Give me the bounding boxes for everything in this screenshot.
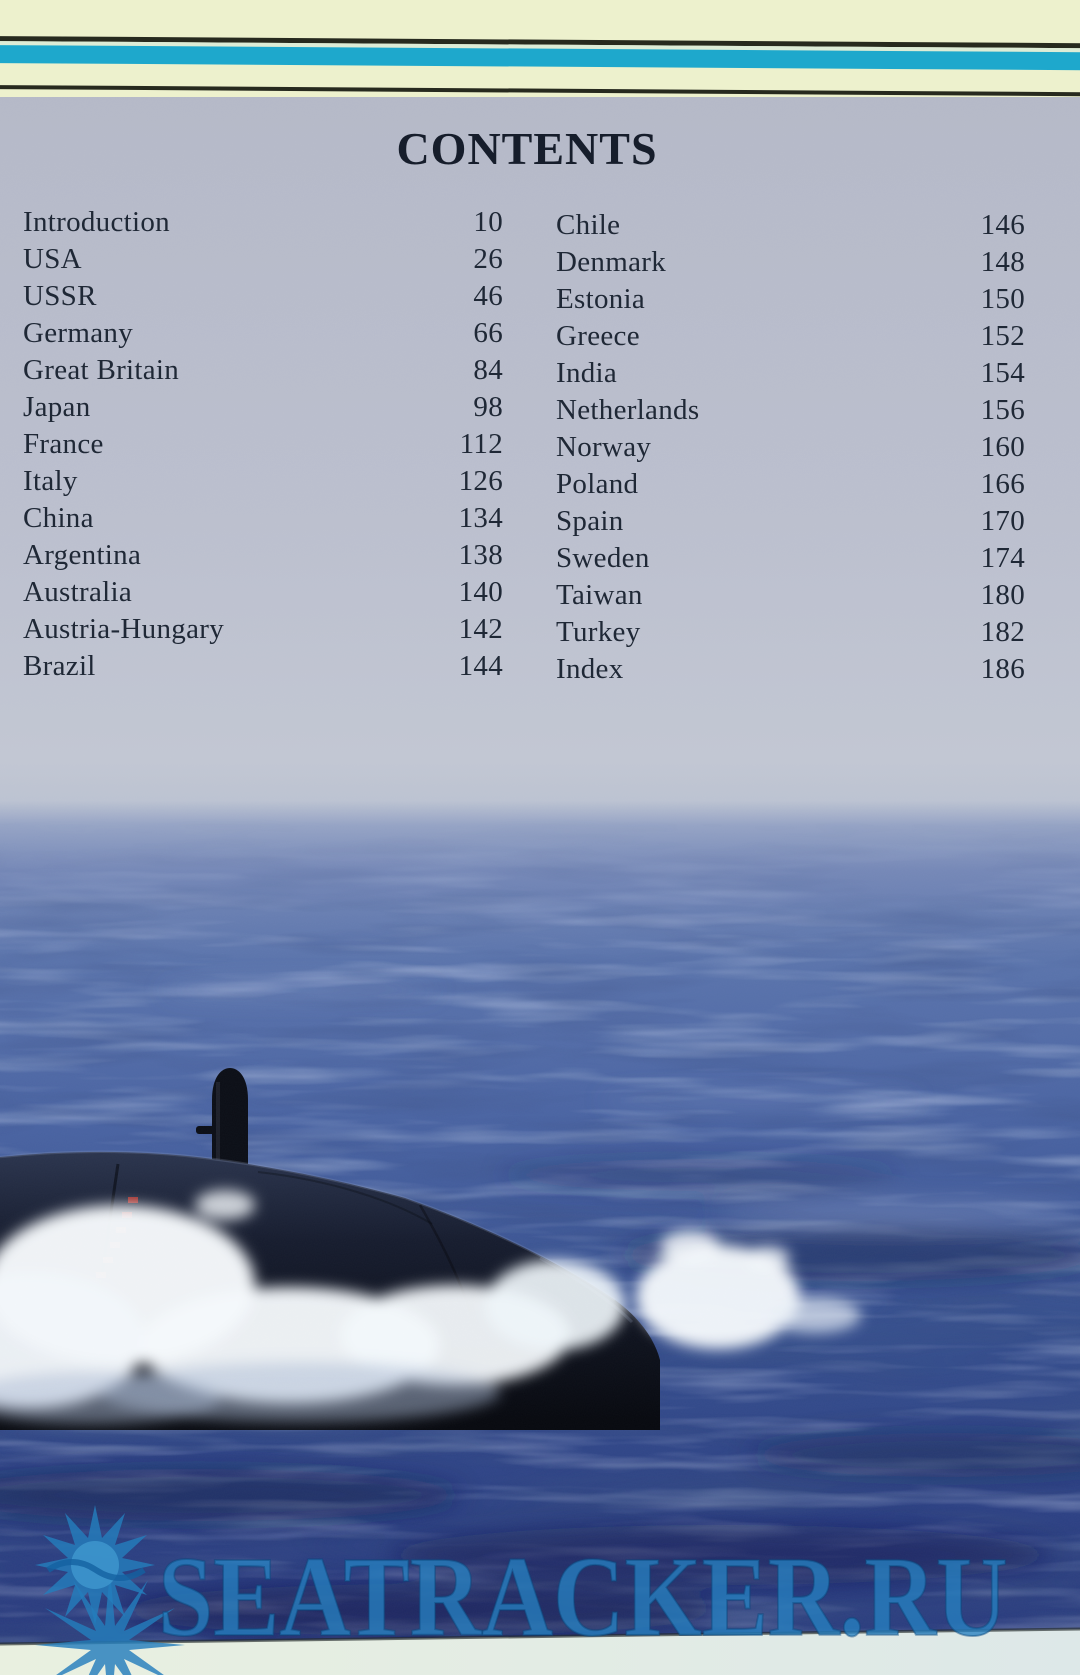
decorative-top-band xyxy=(0,0,1080,97)
toc-entry-label: Index xyxy=(556,653,624,685)
toc-entry-page: 186 xyxy=(980,653,1025,685)
toc-entry-page: 142 xyxy=(458,613,503,645)
toc-entry-page: 112 xyxy=(459,428,503,460)
toc-entry-label: Italy xyxy=(23,465,78,497)
toc-entry-page: 138 xyxy=(458,539,503,571)
toc-entry-page: 180 xyxy=(980,579,1025,611)
toc-entry-page: 182 xyxy=(980,616,1025,648)
toc-entry-label: Great Britain xyxy=(23,354,180,386)
toc-row: USSR 46 xyxy=(23,278,503,315)
toc-entry-page: 174 xyxy=(980,542,1025,574)
toc-entry-page: 26 xyxy=(473,243,503,275)
toc-entry-page: 98 xyxy=(473,391,503,423)
toc-row: Norway 160 xyxy=(556,429,1025,466)
toc-row: Greece 152 xyxy=(556,318,1025,355)
toc-row: Italy 126 xyxy=(23,463,503,500)
toc-entry-label: Denmark xyxy=(556,246,667,278)
toc-entry-page: 166 xyxy=(980,468,1025,500)
toc-entry-label: Japan xyxy=(23,391,91,423)
toc-entry-label: Turkey xyxy=(556,616,641,648)
toc-column-left: Introduction 10 USA 26 USSR 46 Germany 6… xyxy=(23,204,503,685)
toc-row: Denmark 148 xyxy=(556,244,1025,281)
toc-entry-label: Brazil xyxy=(23,650,96,682)
toc-entry-label: France xyxy=(23,428,104,460)
toc-row: Great Britain 84 xyxy=(23,352,503,389)
toc-row: France 112 xyxy=(23,426,503,463)
toc-row: Turkey 182 xyxy=(556,614,1025,651)
toc-row: Australia 140 xyxy=(23,574,503,611)
toc-entry-label: Greece xyxy=(556,320,640,352)
toc-column-right: Chile 146 Denmark 148 Estonia 150 Greece… xyxy=(556,207,1025,688)
toc-entry-label: Taiwan xyxy=(556,579,643,611)
toc-entry-page: 156 xyxy=(980,394,1025,426)
toc-row: India 154 xyxy=(556,355,1025,392)
toc-entry-page: 126 xyxy=(458,465,503,497)
toc-entry-label: Sweden xyxy=(556,542,650,574)
toc-entry-label: Chile xyxy=(556,209,621,241)
toc-entry-page: 46 xyxy=(473,280,503,312)
toc-row: China 134 xyxy=(23,500,503,537)
toc-row: Estonia 150 xyxy=(556,281,1025,318)
toc-row: Index 186 xyxy=(556,651,1025,688)
toc-row: Brazil 144 xyxy=(23,648,503,685)
toc-entry-label: Norway xyxy=(556,431,652,463)
toc-row: Germany 66 xyxy=(23,315,503,352)
band-stripes xyxy=(0,0,1080,104)
toc-entry-page: 154 xyxy=(980,357,1025,389)
toc-row: USA 26 xyxy=(23,241,503,278)
toc-entry-label: Germany xyxy=(23,317,134,349)
band-rule-bottom xyxy=(0,84,1080,97)
toc-row: Netherlands 156 xyxy=(556,392,1025,429)
toc-entry-label: Argentina xyxy=(23,539,142,571)
toc-entry-page: 170 xyxy=(980,505,1025,537)
toc-row: Poland 166 xyxy=(556,466,1025,503)
toc-row: Argentina 138 xyxy=(23,537,503,574)
toc-entry-page: 134 xyxy=(458,502,503,534)
toc-row: Spain 170 xyxy=(556,503,1025,540)
toc-row: Introduction 10 xyxy=(23,204,503,241)
toc-entry-label: USA xyxy=(23,243,82,275)
toc-entry-page: 10 xyxy=(473,206,503,238)
toc-entry-page: 152 xyxy=(980,320,1025,352)
toc-row: Chile 146 xyxy=(556,207,1025,244)
toc-entry-label: Austria-Hungary xyxy=(23,613,225,645)
toc-entry-page: 150 xyxy=(980,283,1025,315)
toc-entry-label: Poland xyxy=(556,468,639,500)
toc-row: Taiwan 180 xyxy=(556,577,1025,614)
toc-entry-label: Australia xyxy=(23,576,133,608)
toc-entry-page: 144 xyxy=(458,650,503,682)
toc-entry-page: 66 xyxy=(473,317,503,349)
toc-entry-label: India xyxy=(556,357,618,389)
toc-row: Austria-Hungary 142 xyxy=(23,611,503,648)
toc-row: Japan 98 xyxy=(23,389,503,426)
toc-entry-page: 84 xyxy=(473,354,503,386)
toc-entry-label: USSR xyxy=(23,280,97,312)
toc-entry-page: 146 xyxy=(980,209,1025,241)
toc-entry-page: 148 xyxy=(980,246,1025,278)
toc-entry-page: 160 xyxy=(980,431,1025,463)
toc-entry-page: 140 xyxy=(458,576,503,608)
toc-entry-label: Estonia xyxy=(556,283,646,315)
toc-row: Sweden 174 xyxy=(556,540,1025,577)
toc-entry-label: Spain xyxy=(556,505,624,537)
toc-entry-label: China xyxy=(23,502,94,534)
page-title: CONTENTS xyxy=(396,123,658,174)
toc-entry-label: Introduction xyxy=(23,206,170,238)
toc-entry-label: Netherlands xyxy=(556,394,700,426)
